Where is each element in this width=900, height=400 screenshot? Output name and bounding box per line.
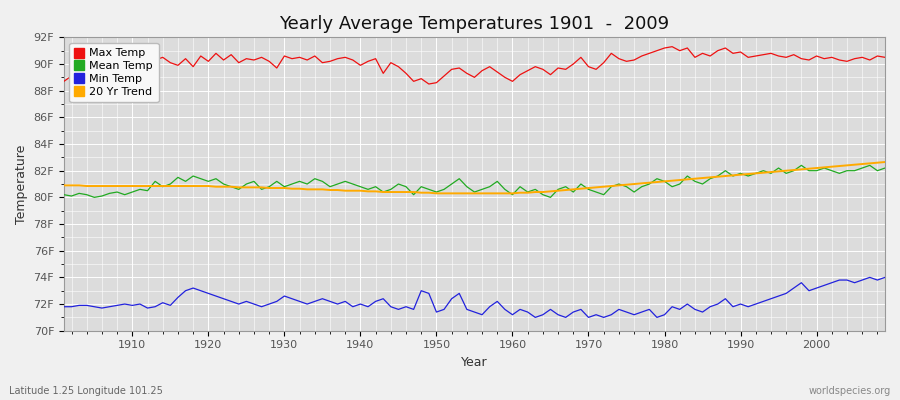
Text: Latitude 1.25 Longitude 101.25: Latitude 1.25 Longitude 101.25: [9, 386, 163, 396]
X-axis label: Year: Year: [461, 356, 488, 369]
Title: Yearly Average Temperatures 1901  -  2009: Yearly Average Temperatures 1901 - 2009: [279, 15, 670, 33]
Text: worldspecies.org: worldspecies.org: [809, 386, 891, 396]
Legend: Max Temp, Mean Temp, Min Temp, 20 Yr Trend: Max Temp, Mean Temp, Min Temp, 20 Yr Tre…: [69, 43, 158, 102]
Y-axis label: Temperature: Temperature: [15, 144, 28, 224]
